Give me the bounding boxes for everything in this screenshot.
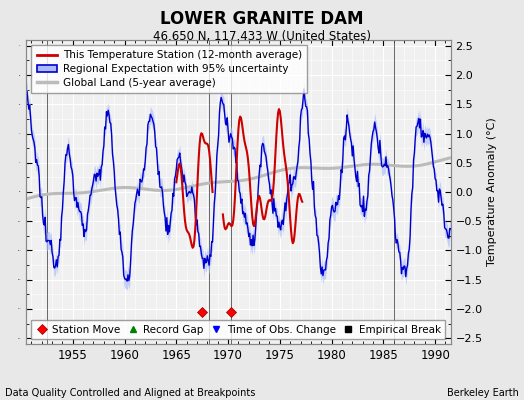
Legend: Station Move, Record Gap, Time of Obs. Change, Empirical Break: Station Move, Record Gap, Time of Obs. C… xyxy=(31,320,445,339)
Text: Berkeley Earth: Berkeley Earth xyxy=(447,388,519,398)
Y-axis label: Temperature Anomaly (°C): Temperature Anomaly (°C) xyxy=(487,118,497,266)
Text: 46.650 N, 117.433 W (United States): 46.650 N, 117.433 W (United States) xyxy=(153,30,371,43)
Text: LOWER GRANITE DAM: LOWER GRANITE DAM xyxy=(160,10,364,28)
Text: Data Quality Controlled and Aligned at Breakpoints: Data Quality Controlled and Aligned at B… xyxy=(5,388,256,398)
